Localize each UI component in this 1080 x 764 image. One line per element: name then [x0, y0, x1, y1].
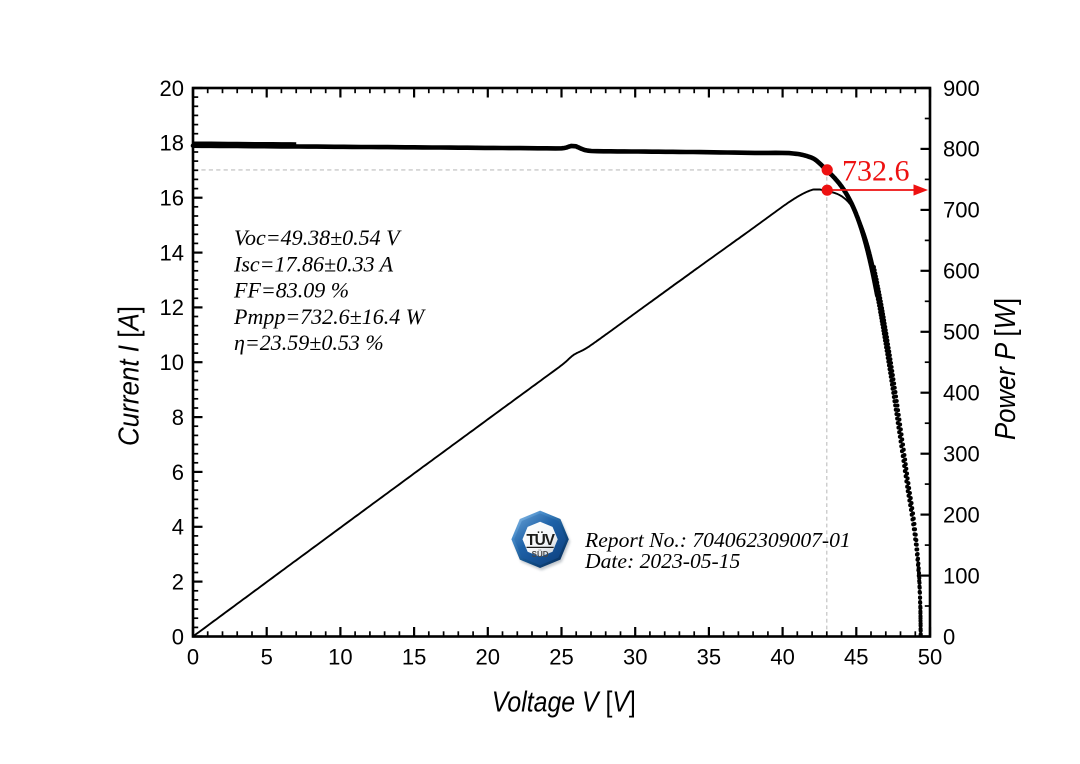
svg-text:15: 15 [402, 645, 426, 670]
svg-text:45: 45 [844, 645, 868, 670]
svg-text:4: 4 [172, 515, 184, 540]
svg-text:2: 2 [172, 569, 184, 594]
svg-text:Voltage V [V]: Voltage V [V] [492, 687, 636, 719]
svg-text:40: 40 [770, 645, 794, 670]
svg-text:Date: 2023-05-15: Date: 2023-05-15 [584, 549, 741, 573]
svg-text:10: 10 [160, 350, 184, 375]
svg-text:Isc=17.86±0.33 A: Isc=17.86±0.33 A [233, 251, 394, 276]
svg-text:0: 0 [943, 624, 955, 649]
svg-text:Power P [W]: Power P [W] [990, 298, 1022, 440]
svg-text:SÜD: SÜD [532, 550, 549, 559]
svg-text:732.6: 732.6 [842, 155, 910, 188]
svg-text:Voc=49.38±0.54 V: Voc=49.38±0.54 V [234, 225, 402, 250]
svg-text:20: 20 [476, 645, 500, 670]
svg-text:0: 0 [172, 624, 184, 649]
svg-text:6: 6 [172, 460, 184, 485]
svg-text:800: 800 [943, 137, 980, 162]
svg-text:η=23.59±0.53 %: η=23.59±0.53 % [234, 330, 384, 355]
svg-text:300: 300 [943, 442, 980, 467]
svg-text:18: 18 [160, 131, 184, 156]
svg-text:Report No.: 704062309007-01: Report No.: 704062309007-01 [584, 528, 851, 552]
svg-text:0: 0 [187, 645, 199, 670]
svg-text:200: 200 [943, 502, 980, 527]
svg-text:TÜV: TÜV [526, 532, 555, 549]
svg-text:600: 600 [943, 259, 980, 284]
svg-text:25: 25 [549, 645, 573, 670]
svg-text:Current I [A]: Current I [A] [114, 306, 146, 446]
svg-text:400: 400 [943, 381, 980, 406]
svg-text:10: 10 [328, 645, 352, 670]
svg-text:100: 100 [943, 563, 980, 588]
svg-text:50: 50 [918, 645, 942, 670]
svg-text:900: 900 [943, 76, 980, 101]
svg-text:20: 20 [160, 76, 184, 101]
svg-text:12: 12 [160, 295, 184, 320]
svg-text:700: 700 [943, 198, 980, 223]
svg-text:8: 8 [172, 405, 184, 430]
svg-text:30: 30 [623, 645, 647, 670]
svg-text:Pmpp=732.6±16.4 W: Pmpp=732.6±16.4 W [233, 304, 426, 329]
svg-text:500: 500 [943, 320, 980, 345]
svg-text:5: 5 [261, 645, 273, 670]
svg-text:14: 14 [160, 240, 184, 265]
svg-text:35: 35 [697, 645, 721, 670]
svg-text:16: 16 [160, 186, 184, 211]
svg-text:FF=83.09 %: FF=83.09 % [233, 278, 349, 303]
